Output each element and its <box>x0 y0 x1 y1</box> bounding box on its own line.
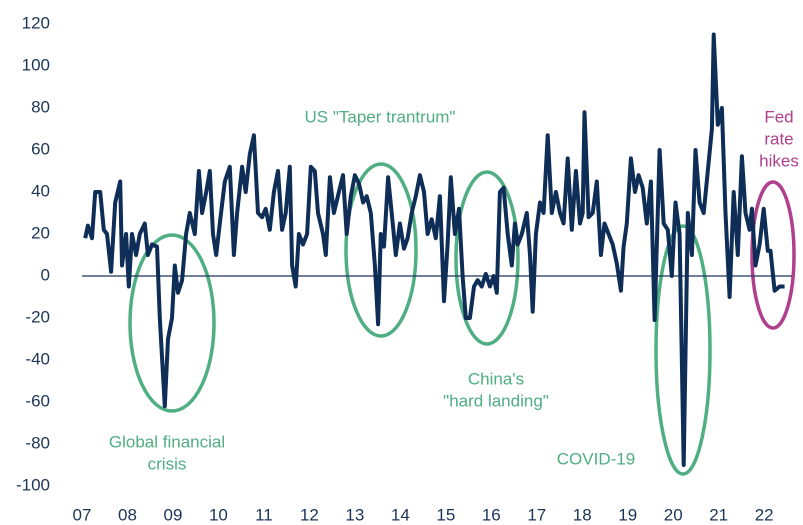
x-tick-label: 19 <box>618 505 637 524</box>
ellipse <box>454 170 520 346</box>
annotation: "hard landing" <box>443 391 549 410</box>
y-tick-label: -100 <box>16 475 50 494</box>
x-tick-label: 13 <box>345 505 364 524</box>
annotation: Global financial <box>109 432 225 451</box>
x-tick-label: 09 <box>163 505 182 524</box>
x-tick-label: 11 <box>255 505 273 524</box>
y-tick-label: 40 <box>31 181 50 200</box>
y-tick-label: -60 <box>25 391 50 410</box>
x-tick-label: 10 <box>209 505 228 524</box>
y-tick-label: 100 <box>22 55 50 74</box>
annotation: crisis <box>148 454 187 473</box>
annotation: hikes <box>759 151 799 170</box>
x-tick-label: 08 <box>118 505 137 524</box>
annotation: rate <box>764 129 793 148</box>
annotation: China's <box>468 369 524 388</box>
annotation: US "Taper trantrum" <box>305 107 456 126</box>
data-line <box>83 32 785 467</box>
annotation: COVID-19 <box>557 449 635 468</box>
y-tick-label: 0 <box>41 265 50 284</box>
y-tick-label: 60 <box>31 139 50 158</box>
x-tick-label: 14 <box>391 505 410 524</box>
y-tick-label: -20 <box>25 307 50 326</box>
x-tick-label: 18 <box>573 505 592 524</box>
y-tick-label: 80 <box>31 97 50 116</box>
x-tick-label: 20 <box>664 505 683 524</box>
x-tick-label: 12 <box>300 505 319 524</box>
x-tick-label: 22 <box>755 505 774 524</box>
y-tick-label: 120 <box>22 13 50 32</box>
ellipse <box>750 180 796 330</box>
x-tick-label: 07 <box>73 505 92 524</box>
y-tick-label: -80 <box>25 433 50 452</box>
ellipse <box>128 233 216 413</box>
annotation: Fed <box>764 107 793 126</box>
x-tick-label: 16 <box>482 505 501 524</box>
x-tick-label: 21 <box>709 505 728 524</box>
ellipse <box>344 162 418 338</box>
x-tick-label: 17 <box>527 505 546 524</box>
highlight-ellipses <box>128 162 796 476</box>
y-tick-label: 20 <box>31 223 50 242</box>
y-tick-label: -40 <box>25 349 50 368</box>
ellipse <box>654 224 712 476</box>
x-tick-label: 15 <box>436 505 455 524</box>
